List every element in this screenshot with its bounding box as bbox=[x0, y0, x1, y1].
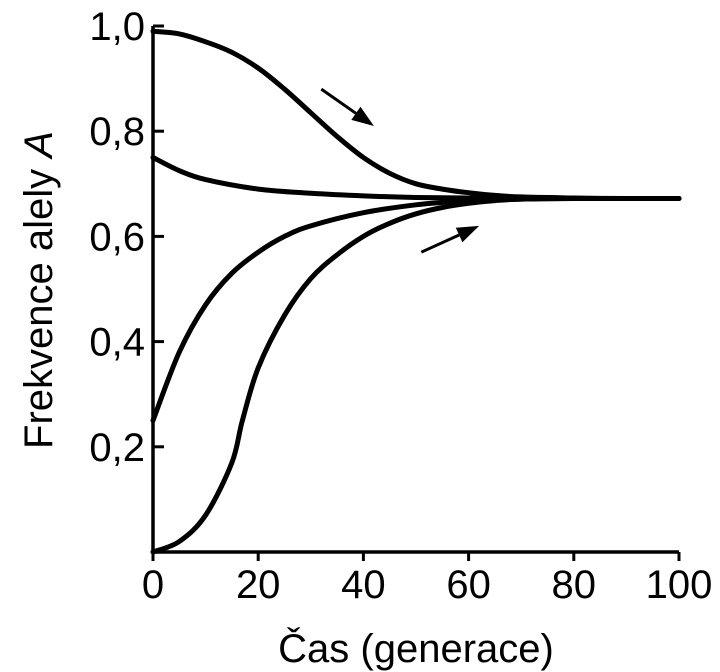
arrow-shaft-2 bbox=[420, 233, 460, 254]
series-layer bbox=[150, 28, 682, 555]
x-tick-label: 60 bbox=[446, 563, 491, 607]
arrow-shaft-1 bbox=[320, 87, 357, 115]
series-line-2 bbox=[150, 155, 682, 202]
y-axis-label: Frekvence alely A bbox=[17, 131, 61, 449]
arrow-head-2 bbox=[455, 225, 480, 243]
x-tick-label: 100 bbox=[646, 563, 713, 607]
y-tick-label: 0,8 bbox=[89, 110, 145, 154]
annotation-layer bbox=[320, 87, 480, 254]
y-tick-label: 0,6 bbox=[89, 215, 145, 259]
x-tick-label: 0 bbox=[142, 563, 164, 607]
ticks-layer: 0 20 40 60 80 100 0,2 0,4 0,6 0,8 1,0 bbox=[89, 5, 712, 607]
y-tick-label: 0,2 bbox=[89, 426, 145, 470]
series-line-1 bbox=[150, 28, 682, 202]
x-tick-label: 80 bbox=[552, 563, 597, 607]
series-line-3 bbox=[150, 195, 682, 423]
y-tick-label: 0,4 bbox=[89, 321, 145, 365]
x-tick-label: 40 bbox=[341, 563, 386, 607]
arrow-head-1 bbox=[351, 106, 374, 126]
x-axis-label: Čas (generace) bbox=[278, 626, 554, 671]
x-tick-label: 20 bbox=[236, 563, 281, 607]
y-tick-label: 1,0 bbox=[89, 5, 145, 49]
series-line-4 bbox=[150, 195, 682, 555]
